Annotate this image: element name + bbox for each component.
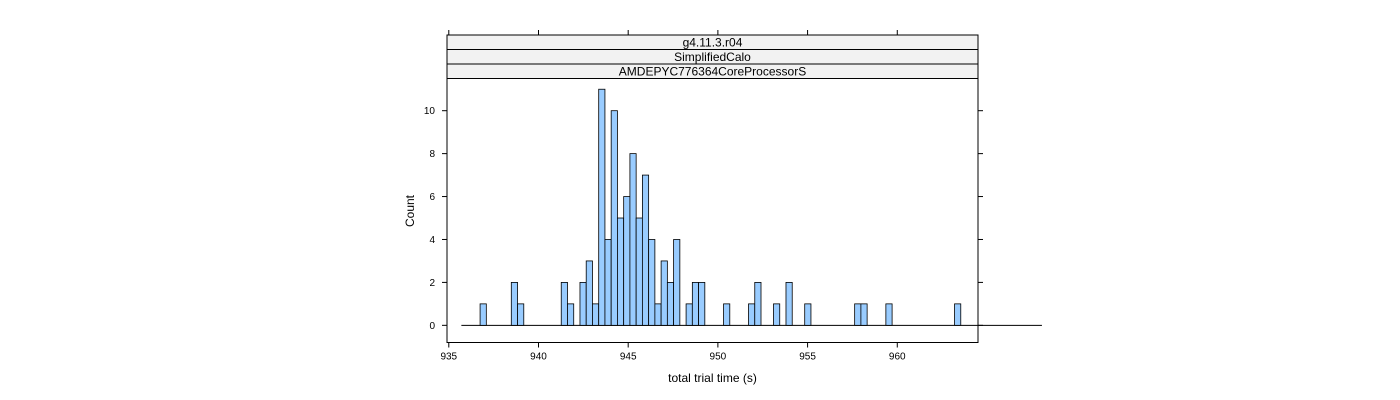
x-tick-label: 955 [799, 352, 816, 363]
histogram-bar [598, 88, 606, 326]
histogram-bar [773, 303, 781, 326]
histogram-bar [685, 303, 693, 326]
histogram-bar [666, 282, 675, 326]
strip-headers: g4.11.3.r04 SimplifiedCalo AMDEPYC776364… [446, 34, 979, 79]
histogram-bar [673, 239, 681, 326]
histogram-bar [954, 303, 962, 326]
x-tick-label: 960 [889, 352, 906, 363]
histogram-bar [610, 110, 618, 326]
histogram-bar [860, 303, 868, 326]
strip-2-label: SimplifiedCalo [674, 50, 751, 64]
histogram-bar [785, 282, 793, 326]
y-tick-label: 8 [429, 149, 435, 160]
x-axis-ticks: 935 940 945 950 955 960 [440, 30, 906, 363]
bars-group [461, 88, 1042, 326]
histogram-bar [854, 303, 862, 326]
strip-3-label: AMDEPYC776364CoreProcessorS [619, 65, 806, 79]
y-axis-ticks: 0 2 4 6 8 10 [424, 106, 983, 332]
histogram-bar [510, 282, 518, 326]
histogram-bar [885, 303, 893, 326]
x-axis-title: total trial time (s) [668, 371, 757, 385]
x-tick-label: 945 [620, 352, 637, 363]
histogram-bar [654, 303, 662, 326]
histogram-bar [592, 303, 600, 326]
strip-1-label: g4.11.3.r04 [683, 36, 743, 50]
histogram-bar [517, 303, 525, 326]
y-tick-label: 6 [429, 192, 435, 203]
y-axis-title: Count [403, 194, 417, 227]
histogram-bar [698, 282, 706, 326]
histogram-bar [560, 282, 568, 326]
histogram-bar [617, 217, 625, 326]
y-tick-label: 2 [429, 278, 435, 289]
y-tick-label: 0 [429, 321, 435, 332]
x-tick-label: 950 [710, 352, 727, 363]
histogram-bar [641, 174, 650, 326]
x-tick-label: 935 [440, 352, 457, 363]
plot-panel [446, 78, 979, 343]
histogram-bar [579, 282, 587, 326]
y-tick-label: 10 [424, 106, 436, 117]
x-tick-label: 940 [530, 352, 547, 363]
histogram-bar [648, 239, 656, 326]
histogram-bar [629, 153, 637, 326]
histogram-bar [604, 239, 612, 326]
histogram-bar [567, 303, 575, 326]
histogram-bar [691, 282, 699, 326]
histogram-bar [623, 196, 631, 326]
histogram-bar [585, 260, 593, 326]
histogram-bar [660, 260, 668, 326]
y-tick-label: 4 [429, 235, 435, 246]
histogram-bar [754, 282, 762, 326]
histogram-bar [804, 303, 812, 326]
histogram-bar [635, 217, 643, 326]
histogram-bar [479, 303, 487, 326]
histogram-bar [723, 303, 731, 326]
histogram-bar [748, 303, 756, 326]
